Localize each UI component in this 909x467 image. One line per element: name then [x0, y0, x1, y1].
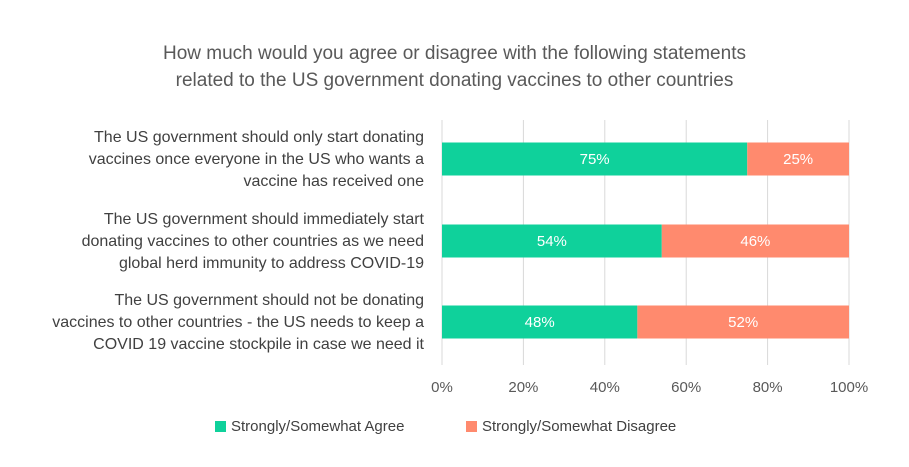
data-label: 52%: [728, 314, 758, 331]
data-label: 25%: [783, 151, 813, 168]
chart-title-line-2: related to the US government donating va…: [175, 70, 734, 91]
legend-swatch-disagree: [466, 421, 477, 432]
bar-segment: [661, 224, 849, 258]
x-tick-label: 100%: [830, 379, 868, 396]
bar-segment: [747, 142, 849, 176]
bar-segment: [442, 142, 748, 176]
chart-title: How much would you agree or disagree wit…: [0, 40, 909, 94]
data-label: 46%: [740, 233, 770, 250]
category-label-line: donating vaccines to other countries as …: [81, 233, 424, 250]
bar-segment: [442, 224, 662, 258]
category-label-line: COVID 19 vaccine stockpile in case we ne…: [93, 336, 424, 353]
category-label-line: The US government should immediately sta…: [103, 211, 424, 228]
category-label-line: vaccines to other countries - the US nee…: [52, 314, 424, 331]
category-label: The US government should immediately sta…: [24, 209, 424, 275]
legend-item-agree: Strongly/Somewhat Agree: [215, 418, 404, 435]
legend-item-disagree: Strongly/Somewhat Disagree: [466, 418, 676, 435]
x-tick-label: 20%: [508, 379, 538, 396]
data-label: 48%: [525, 314, 555, 331]
x-tick-label: 40%: [590, 379, 620, 396]
data-label: 54%: [537, 233, 567, 250]
legend-label-agree: Strongly/Somewhat Agree: [231, 418, 405, 435]
category-label-line: global herd immunity to address COVID-19: [118, 255, 424, 272]
x-tick-label: 80%: [753, 379, 783, 396]
legend-label-disagree: Strongly/Somewhat Disagree: [482, 418, 677, 435]
legend-swatch-agree: [215, 421, 226, 432]
bar-segment: [637, 305, 849, 339]
category-label-line: vaccine has received one: [243, 173, 424, 190]
category-label: The US government should only start dona…: [24, 127, 424, 193]
category-label-line: The US government should only start dona…: [94, 129, 424, 146]
category-label: The US government should not be donating…: [24, 290, 424, 356]
x-tick-label: 60%: [671, 379, 701, 396]
data-label: 75%: [580, 151, 610, 168]
x-tick-label: 0%: [431, 379, 453, 396]
category-label-line: vaccines once everyone in the US who wan…: [88, 151, 424, 168]
bar-segment: [442, 305, 638, 339]
legend: Strongly/Somewhat Agree Strongly/Somewha…: [0, 418, 909, 442]
category-label-line: The US government should not be donating: [114, 292, 424, 309]
chart-title-line-1: How much would you agree or disagree wit…: [163, 43, 746, 64]
